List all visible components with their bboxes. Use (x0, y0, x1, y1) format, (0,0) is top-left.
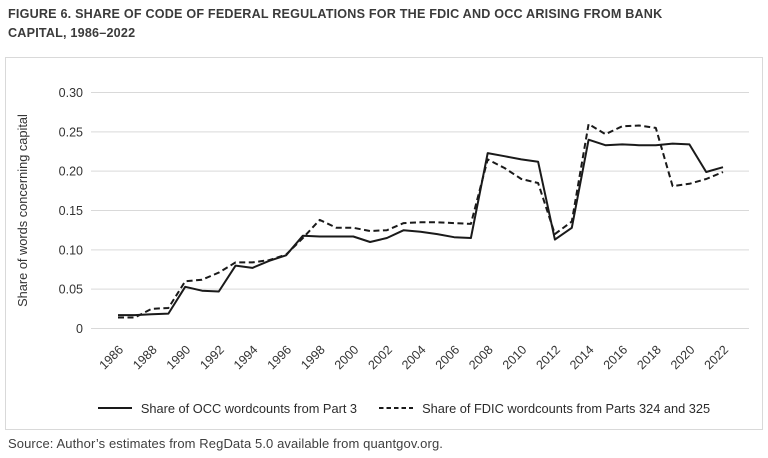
legend-item-occ: Share of OCC wordcounts from Part 3 (97, 400, 358, 416)
x-tick-label: 1990 (164, 343, 194, 373)
y-tick-label: 0.30 (59, 86, 83, 100)
x-tick-label: 2016 (601, 343, 631, 373)
figure-title: FIGURE 6. SHARE OF CODE OF FEDERAL REGUL… (8, 5, 720, 43)
x-tick-label: 1994 (231, 343, 261, 373)
x-tick-label: 1992 (197, 343, 227, 373)
y-tick-label: 0.05 (59, 283, 83, 297)
x-tick-label: 2010 (500, 343, 530, 373)
source-note: Source: Author’s estimates from RegData … (8, 436, 443, 451)
x-tick-label: 2004 (399, 343, 429, 373)
x-tick-label: 2006 (433, 343, 463, 373)
x-tick-label: 2022 (702, 343, 732, 373)
chart-box: 0 0.05 0.10 0.15 0.20 0.25 0.30 1986 1988 1990 199… (5, 57, 763, 430)
x-tick-label: 2002 (365, 343, 395, 373)
x-tick-label: 1986 (97, 343, 127, 373)
x-tick-label: 2018 (634, 343, 664, 373)
y-tick-label: 0.25 (59, 125, 83, 139)
x-tick-label: 1996 (265, 343, 295, 373)
x-tick-label: 2014 (567, 343, 597, 373)
x-tick-label: 1998 (298, 343, 328, 373)
x-tick-label: 2000 (332, 343, 362, 373)
dashed-line-swatch-icon (379, 407, 414, 409)
y-tick-label: 0.20 (59, 165, 83, 179)
series-line-fdic (118, 123, 724, 319)
solid-line-swatch-icon (97, 407, 132, 409)
y-tick-label: 0 (76, 322, 83, 336)
figure-title-line2: CAPITAL, 1986–2022 (8, 25, 136, 40)
y-tick-label: 0.10 (59, 243, 83, 257)
y-axis-title: Share of words concerning capital (15, 114, 30, 307)
legend-label-fdic: Share of FDIC wordcounts from Parts 324 … (422, 400, 711, 416)
legend-label-occ: Share of OCC wordcounts from Part 3 (140, 400, 358, 416)
figure-title-line1: FIGURE 6. SHARE OF CODE OF FEDERAL REGUL… (8, 7, 663, 21)
x-tick-label: 2012 (533, 343, 563, 373)
chart-legend: Share of OCC wordcounts from Part 3 Shar… (6, 396, 762, 420)
x-tick-label: 2008 (466, 343, 496, 373)
x-tick-label: 1988 (130, 343, 160, 373)
series-line-occ (118, 138, 724, 317)
x-tick-label: 2020 (668, 343, 698, 373)
legend-item-fdic: Share of FDIC wordcounts from Parts 324 … (379, 401, 710, 416)
y-tick-label: 0.15 (59, 204, 83, 218)
